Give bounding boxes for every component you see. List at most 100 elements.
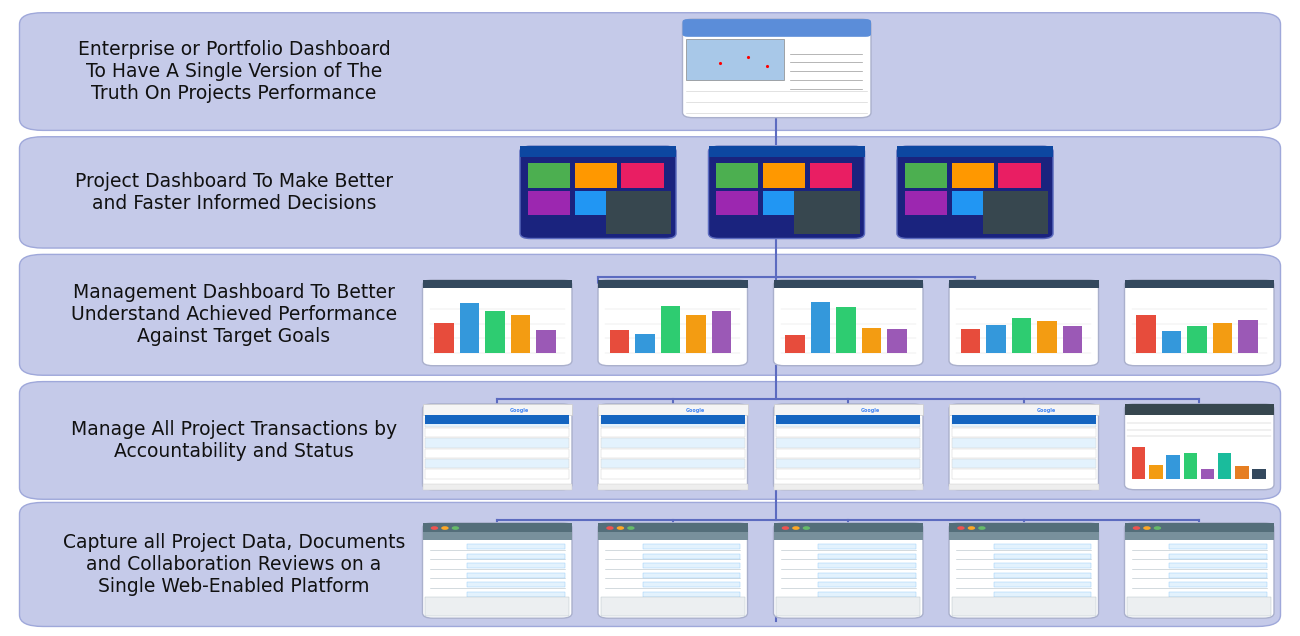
Bar — [952, 469, 1096, 478]
Bar — [993, 573, 1091, 577]
Bar — [961, 329, 980, 353]
Bar — [485, 310, 504, 353]
Bar — [716, 191, 758, 216]
Circle shape — [627, 526, 634, 530]
Bar — [810, 191, 852, 216]
Bar — [716, 163, 758, 188]
Bar — [949, 523, 1098, 532]
Bar — [606, 191, 671, 234]
Bar — [763, 191, 805, 216]
Bar — [422, 523, 572, 532]
FancyBboxPatch shape — [774, 523, 923, 618]
Bar — [794, 191, 859, 234]
Bar — [601, 469, 745, 478]
Bar — [520, 146, 676, 157]
Bar — [952, 597, 1096, 616]
Bar — [993, 544, 1091, 549]
Bar — [952, 191, 993, 216]
Bar — [642, 554, 740, 558]
Bar — [660, 306, 680, 353]
Circle shape — [1153, 526, 1161, 530]
Circle shape — [616, 526, 624, 530]
Bar — [422, 532, 572, 540]
Bar — [1127, 597, 1271, 616]
Bar — [711, 312, 731, 353]
FancyBboxPatch shape — [949, 404, 1098, 490]
Bar — [575, 191, 616, 216]
Bar — [952, 459, 1096, 468]
FancyBboxPatch shape — [897, 146, 1053, 238]
FancyBboxPatch shape — [520, 146, 676, 238]
Bar — [1170, 592, 1266, 597]
Bar — [952, 415, 1096, 424]
Bar — [998, 163, 1040, 188]
Bar — [993, 583, 1091, 587]
Bar — [774, 532, 923, 540]
Circle shape — [441, 526, 448, 530]
Bar — [621, 191, 663, 216]
FancyBboxPatch shape — [682, 19, 871, 118]
Bar — [642, 563, 740, 568]
Bar — [686, 39, 784, 80]
FancyBboxPatch shape — [20, 382, 1280, 499]
Bar — [776, 448, 920, 458]
Bar — [1170, 573, 1266, 577]
Bar — [810, 163, 852, 188]
Bar — [422, 280, 572, 288]
Bar — [425, 415, 569, 424]
Bar — [819, 573, 915, 577]
Bar — [1170, 563, 1266, 568]
Text: Enterprise or Portfolio Dashboard
To Have A Single Version of The
Truth On Proje: Enterprise or Portfolio Dashboard To Hav… — [78, 39, 390, 103]
Bar — [993, 592, 1091, 597]
Circle shape — [978, 526, 985, 530]
Bar — [575, 163, 616, 188]
Bar — [1238, 320, 1257, 353]
Text: Google: Google — [685, 408, 705, 413]
Bar — [952, 428, 1096, 438]
FancyBboxPatch shape — [949, 523, 1098, 618]
Bar — [601, 448, 745, 458]
FancyBboxPatch shape — [1124, 523, 1274, 618]
FancyBboxPatch shape — [422, 523, 572, 618]
Bar — [811, 302, 831, 353]
Bar — [601, 438, 745, 448]
FancyBboxPatch shape — [20, 137, 1280, 248]
Bar — [905, 191, 946, 216]
Bar — [905, 163, 946, 188]
Bar — [776, 415, 920, 424]
Bar — [1218, 453, 1231, 480]
Circle shape — [1143, 526, 1150, 530]
Bar — [642, 583, 740, 587]
Bar — [1170, 602, 1266, 606]
Bar — [468, 554, 564, 558]
Bar — [1252, 469, 1266, 480]
Bar — [785, 335, 805, 353]
Bar — [425, 438, 569, 448]
Bar — [434, 323, 454, 353]
Bar — [952, 438, 1096, 448]
Bar — [819, 554, 915, 558]
Bar — [422, 404, 572, 415]
Bar — [949, 484, 1098, 490]
Bar — [774, 404, 923, 415]
Bar — [610, 330, 629, 353]
Bar — [621, 163, 663, 188]
FancyBboxPatch shape — [682, 19, 871, 37]
FancyBboxPatch shape — [774, 280, 923, 366]
Text: Google: Google — [1036, 408, 1056, 413]
Bar — [536, 330, 555, 353]
Bar — [987, 325, 1006, 353]
Text: Google: Google — [861, 408, 880, 413]
Bar — [897, 146, 1053, 157]
FancyBboxPatch shape — [897, 146, 1053, 238]
Bar — [1124, 532, 1274, 540]
Bar — [949, 532, 1098, 540]
Bar — [642, 592, 740, 597]
Bar — [776, 597, 920, 616]
Bar — [528, 163, 569, 188]
Bar — [425, 418, 569, 427]
Circle shape — [802, 526, 810, 530]
Bar — [1166, 455, 1180, 480]
Bar — [998, 191, 1040, 216]
Bar — [1170, 544, 1266, 549]
